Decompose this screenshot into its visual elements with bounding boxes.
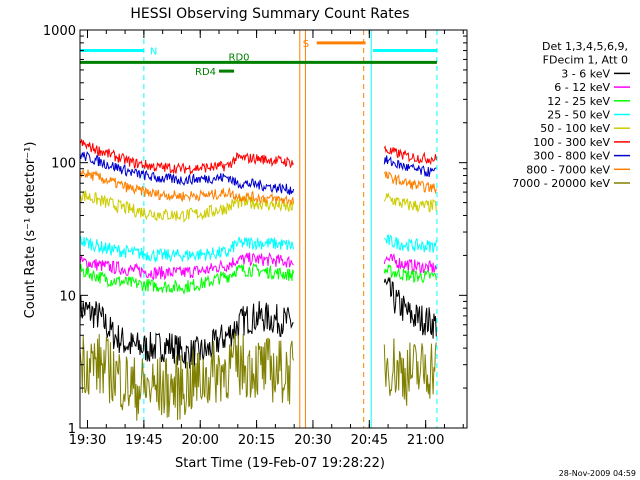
series-trace <box>79 333 295 421</box>
x-tick-label: 20:30 <box>294 433 331 448</box>
x-tick-label: 19:30 <box>69 433 106 448</box>
series-trace <box>383 253 437 275</box>
x-axis-label: Start Time (19-Feb-07 19:28:22) <box>175 456 385 471</box>
x-tick-label: 19:45 <box>125 433 162 448</box>
legend-header: Det 1,3,4,5,6,9, <box>542 40 628 53</box>
legend-entry-label: 7000 - 20000 keV <box>512 177 610 190</box>
legend-entry-label: 50 - 100 keV <box>540 122 610 135</box>
series-trace <box>79 235 295 264</box>
x-tick-label: 20:45 <box>351 433 388 448</box>
legend-entry-label: 25 - 50 keV <box>547 109 610 122</box>
series-trace <box>79 138 295 176</box>
series-trace <box>383 192 437 214</box>
legend-entry-label: 100 - 300 keV <box>533 136 610 149</box>
series-trace <box>79 190 295 223</box>
footer-timestamp: 28-Nov-2009 04:59 <box>559 469 636 478</box>
y-tick-label: 1 <box>68 422 76 437</box>
series-trace <box>383 145 437 166</box>
plot-frame <box>79 29 468 429</box>
series-trace <box>79 295 294 369</box>
legend-entry-label: 3 - 6 keV <box>561 67 610 80</box>
x-axis-ticks: 19:30 19:45 20:00 20:15 20:30 20:45 21:00 <box>69 30 464 448</box>
y-axis-ticks: 1 10 100 1000 <box>43 24 467 437</box>
saa-bar-label: S <box>303 39 309 50</box>
legend-entry-label: 300 - 800 keV <box>533 150 610 163</box>
y-tick-label: 1000 <box>43 24 76 39</box>
series-trace <box>383 155 437 177</box>
series-trace <box>79 169 295 205</box>
series-trace <box>79 252 294 281</box>
y-axis-label: Count Rate (s⁻¹ detector⁻¹) <box>23 142 38 319</box>
series-trace <box>383 276 437 339</box>
night-bar-label: N <box>150 47 157 58</box>
x-tick-label: 20:00 <box>181 433 218 448</box>
legend: Det 1,3,4,5,6,9,FDecim 1, Att 03 - 6 keV… <box>512 40 630 190</box>
series-trace <box>383 170 437 195</box>
series-trace <box>79 262 295 296</box>
rd0-bar-label: RD0 <box>229 52 250 63</box>
y-tick-label: 100 <box>51 157 76 172</box>
plot-area: N S RD0 RD4 <box>79 30 438 428</box>
rd4-bar-label: RD4 <box>195 67 216 78</box>
x-tick-label: 20:15 <box>238 433 275 448</box>
y-tick-label: 10 <box>59 289 76 304</box>
series-trace <box>384 234 437 253</box>
legend-entry-label: 12 - 25 keV <box>547 95 610 108</box>
x-tick-label: 21:00 <box>407 433 444 448</box>
chart-title: HESSI Observing Summary Count Rates <box>130 6 409 22</box>
series-trace <box>383 264 437 284</box>
legend-header: FDecim 1, Att 0 <box>543 54 628 67</box>
legend-entry-label: 6 - 12 keV <box>554 81 610 94</box>
series-trace <box>79 151 295 195</box>
series-trace <box>383 338 437 406</box>
legend-entry-label: 800 - 7000 keV <box>526 163 610 176</box>
